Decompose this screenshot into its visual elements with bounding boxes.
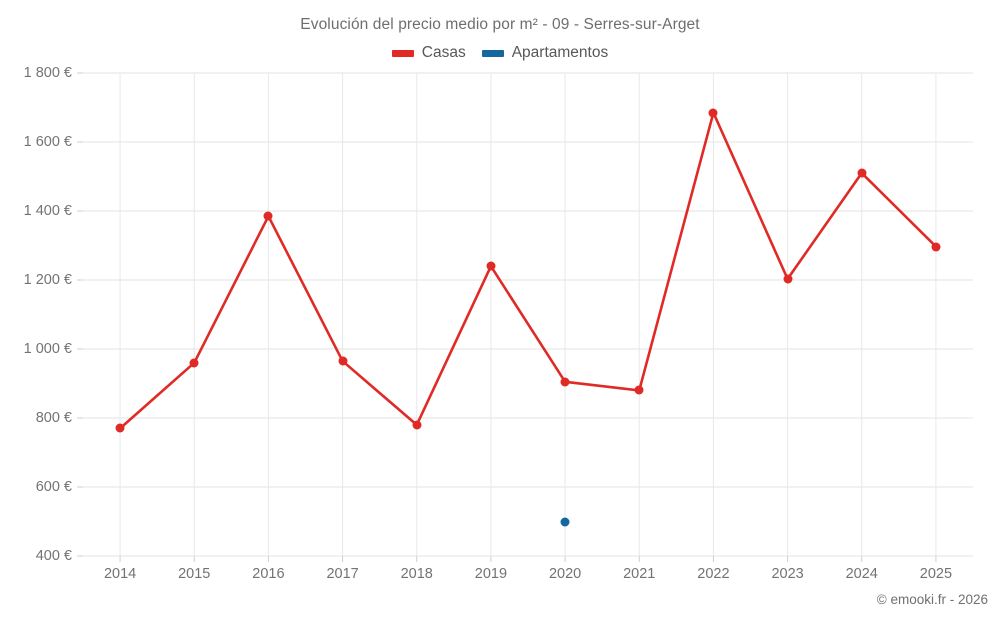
line-swatch-icon xyxy=(481,49,504,57)
data-point-casas-2015[interactable] xyxy=(189,358,199,368)
legend-item-apartamentos[interactable]: Apartamentos xyxy=(481,44,609,62)
x-axis-tick-label-2023: 2023 xyxy=(771,566,804,582)
x-axis-tick-label-2025: 2025 xyxy=(919,566,953,582)
y-axis-tick-label: 800 € xyxy=(35,410,72,426)
x-axis-tick-label-2016: 2016 xyxy=(252,566,285,582)
data-point-casas-2022[interactable] xyxy=(708,108,718,118)
x-axis-tick-label-2017: 2017 xyxy=(326,566,359,582)
x-axis-tick-label-2021: 2021 xyxy=(623,566,656,582)
series-line-casas xyxy=(118,111,938,430)
data-point-casas-2023[interactable] xyxy=(783,274,793,284)
legend-item-casas[interactable]: Casas xyxy=(391,44,466,62)
data-point-casas-2018[interactable] xyxy=(412,420,422,430)
data-point-casas-2019[interactable] xyxy=(486,261,496,271)
data-point-casas-2017[interactable] xyxy=(338,356,348,366)
data-point-casas-2024[interactable] xyxy=(857,168,867,178)
y-axis-tick-label: 1 000 € xyxy=(23,341,72,357)
x-axis-tick-label-2019: 2019 xyxy=(474,566,508,582)
y-axis-tick-label: 1 400 € xyxy=(23,203,72,219)
legend-label-casas: Casas xyxy=(421,44,466,61)
data-point-casas-2016[interactable] xyxy=(263,211,273,221)
y-axis-tick-label: 600 € xyxy=(35,479,72,495)
data-point-casas-2025[interactable] xyxy=(931,242,941,252)
y-axis-tick-label: 1 200 € xyxy=(23,272,72,288)
x-axis-tick-label-2020: 2020 xyxy=(548,566,582,582)
line-swatch-icon xyxy=(391,49,414,57)
data-point-casas-2014[interactable] xyxy=(115,423,125,433)
copyright-credit: © emooki.fr - 2026 xyxy=(876,592,988,607)
y-axis-tick-label: 400 € xyxy=(35,548,72,564)
data-point-apartamentos-2020[interactable] xyxy=(560,517,570,526)
data-point-casas-2020[interactable] xyxy=(560,377,570,387)
data-point-casas-2021[interactable] xyxy=(634,385,644,395)
x-axis-tick-label-2022: 2022 xyxy=(697,566,730,582)
legend-label-apartamentos: Apartamentos xyxy=(511,44,609,61)
x-axis-tick-label-2015: 2015 xyxy=(178,566,211,582)
chart-legend: Casas Apartamentos xyxy=(0,44,1000,62)
x-axis-tick-label-2024: 2024 xyxy=(845,566,878,582)
x-axis-tick-label-2018: 2018 xyxy=(400,566,433,582)
y-axis-tick-label: 1 600 € xyxy=(23,134,72,150)
chart-title: Evolución del precio medio por m² - 09 -… xyxy=(300,16,700,33)
x-axis-tick-label-2014: 2014 xyxy=(103,566,137,582)
y-axis-tick-label: 1 800 € xyxy=(23,65,72,81)
